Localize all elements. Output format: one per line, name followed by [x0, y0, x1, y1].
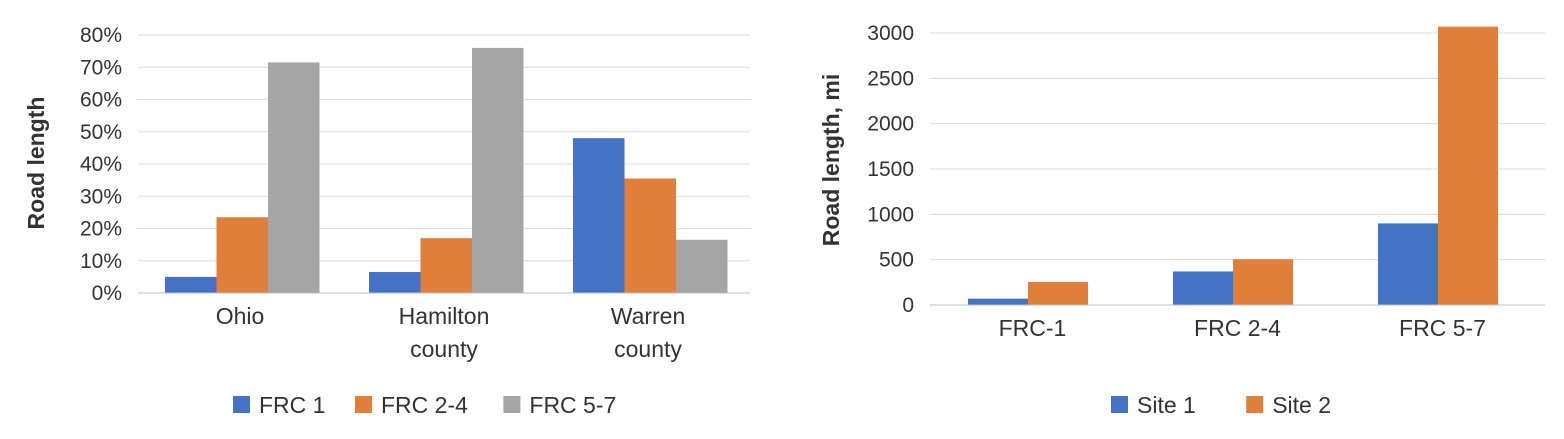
road-length-percent-chart: Road length 0% 10% 20% 30% 40% 50% 60% 70% 80% O… — [23, 24, 750, 418]
bar — [472, 47, 524, 294]
legend-label: Site 1 — [1137, 392, 1196, 418]
bar — [1378, 223, 1438, 305]
bar — [573, 138, 625, 293]
y-tick-label: 0% — [92, 282, 122, 305]
legend-label: FRC 1 — [259, 392, 325, 418]
legend: Site 1 Site 2 — [1111, 392, 1331, 418]
y-tick-label: 2000 — [867, 113, 914, 136]
legend-label: Site 2 — [1272, 392, 1331, 418]
bar — [216, 217, 268, 293]
legend-label: FRC 2-4 — [381, 392, 468, 418]
y-tick-label: 500 — [879, 249, 914, 272]
legend-swatch — [1111, 396, 1128, 413]
category-labels: FRC-1 FRC 2-4 FRC 5-7 — [999, 315, 1486, 341]
y-tick-labels: 0 500 1000 1500 2000 2500 3000 — [867, 22, 914, 317]
category-label: FRC 5-7 — [1399, 315, 1486, 341]
y-tick-label: 70% — [80, 56, 122, 79]
legend-swatch — [233, 396, 250, 413]
bars — [165, 47, 728, 294]
bar — [968, 298, 1028, 305]
legend-label: FRC 5-7 — [529, 392, 616, 418]
category-labels: Ohio Hamilton county Warren county — [216, 303, 686, 362]
y-tick-label: 80% — [80, 24, 122, 47]
bar — [1233, 259, 1293, 305]
bar — [1438, 26, 1498, 306]
y-tick-labels: 0% 10% 20% 30% 40% 50% 60% 70% 80% — [80, 24, 122, 305]
bar — [1028, 281, 1088, 305]
y-axis-label: Road length — [23, 97, 49, 230]
legend: FRC 1 FRC 2-4 FRC 5-7 — [233, 392, 616, 418]
legend-swatch — [503, 396, 521, 413]
bar — [165, 276, 217, 293]
y-tick-label: 0 — [902, 294, 914, 317]
legend-swatch — [1246, 396, 1264, 413]
category-label: Ohio — [216, 303, 265, 329]
category-label: county — [410, 336, 478, 362]
category-label: Hamilton — [399, 303, 490, 329]
category-label: county — [614, 336, 682, 362]
y-tick-label: 1000 — [867, 203, 914, 226]
bar — [624, 178, 676, 293]
road-length-miles-chart: Road length, mi 0 500 1000 1500 2000 2500 3000… — [818, 22, 1545, 418]
category-label: FRC 2-4 — [1194, 315, 1281, 341]
bar — [1173, 271, 1233, 305]
y-tick-label: 3000 — [867, 22, 914, 45]
category-label: Warren — [611, 303, 686, 329]
bar — [676, 239, 728, 293]
bar — [420, 238, 472, 293]
bar — [268, 62, 320, 293]
bar — [369, 272, 421, 293]
bars — [968, 26, 1498, 306]
y-tick-label: 60% — [80, 89, 122, 112]
y-tick-label: 20% — [80, 218, 122, 241]
y-tick-label: 40% — [80, 153, 122, 176]
y-axis-label: Road length, mi — [818, 74, 844, 247]
y-tick-label: 30% — [80, 185, 122, 208]
y-tick-label: 10% — [80, 250, 122, 273]
y-tick-label: 2500 — [867, 67, 914, 90]
legend-swatch — [355, 396, 372, 413]
y-tick-label: 1500 — [867, 158, 914, 181]
category-label: FRC-1 — [999, 315, 1067, 341]
y-tick-label: 50% — [80, 121, 122, 144]
